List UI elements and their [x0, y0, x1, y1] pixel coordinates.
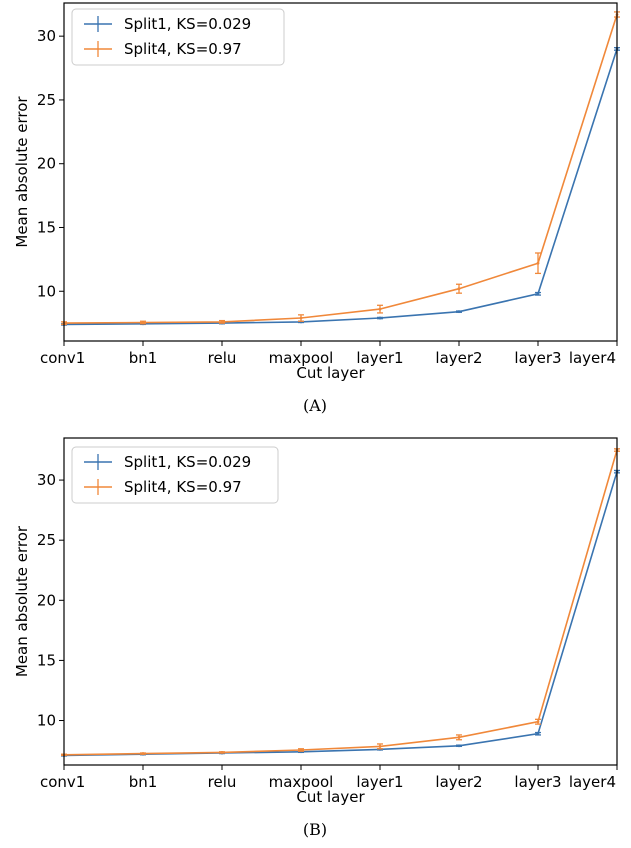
x-tick-label: layer1	[356, 349, 403, 367]
data-point	[220, 320, 224, 324]
x-axis-label: Cut layer	[296, 788, 365, 806]
legend-label: Split1, KS=0.029	[124, 15, 251, 33]
data-point	[457, 735, 461, 739]
x-tick-label: layer2	[435, 773, 482, 791]
y-tick-label: 30	[37, 471, 56, 489]
data-point	[378, 316, 382, 320]
y-tick-label: 15	[37, 218, 56, 236]
series-line-2	[63, 14, 618, 324]
x-tick-label: layer4	[569, 773, 616, 791]
data-point	[457, 310, 461, 314]
chart-panel-b: 10 15 20 25 30 conv1 bn1 relu maxpool layer1 layer…	[13, 437, 620, 839]
y-tick-label: 30	[37, 27, 56, 45]
x-tick-label: layer4	[569, 349, 616, 367]
y-tick-label: 25	[37, 531, 56, 549]
x-tick-label: layer1	[356, 773, 403, 791]
x-tick-label: layer2	[435, 349, 482, 367]
x-tick-label: relu	[208, 349, 237, 367]
x-tick-label: conv1	[40, 349, 85, 367]
y-tick-label: 25	[37, 91, 56, 109]
data-point	[536, 292, 540, 296]
legend: Split1, KS=0.029 Split4, KS=0.97	[71, 446, 279, 504]
x-axis-label: Cut layer	[296, 364, 365, 382]
x-tick-label: maxpool	[269, 773, 334, 791]
legend-box	[71, 446, 279, 504]
data-point	[536, 261, 540, 265]
data-point	[457, 744, 461, 748]
data-point	[378, 744, 382, 748]
data-point	[220, 750, 224, 754]
panel-caption: (B)	[303, 820, 327, 839]
y-tick-label: 20	[37, 591, 56, 609]
legend: Split1, KS=0.029 Split4, KS=0.97	[71, 8, 285, 66]
y-tick-label: 10	[37, 712, 56, 730]
data-point	[299, 316, 303, 320]
y-axis-label: Mean absolute error	[13, 525, 31, 677]
data-point	[141, 321, 145, 324]
data-point	[141, 752, 145, 755]
y-axis-label: Mean absolute error	[13, 96, 31, 248]
x-tick-label: layer3	[514, 349, 561, 367]
series-line-1	[63, 48, 618, 326]
x-tick-label: maxpool	[269, 349, 334, 367]
series-line-1	[63, 471, 618, 757]
x-tick-label: conv1	[40, 773, 85, 791]
chart-panel-a: 10 15 20 25 30 conv1 bn1 relu maxpool layer1 layer…	[13, 2, 620, 415]
data-point	[378, 307, 382, 311]
panel-caption: (A)	[303, 396, 327, 415]
plot-frame	[63, 437, 618, 766]
plot-frame	[63, 2, 618, 342]
legend-label: Split4, KS=0.97	[124, 40, 242, 58]
data-point	[299, 748, 303, 752]
legend-label: Split1, KS=0.029	[124, 453, 251, 471]
data-point	[457, 287, 461, 291]
y-tick-label: 20	[37, 155, 56, 173]
legend-box	[71, 8, 285, 66]
data-point	[536, 720, 540, 724]
data-point	[536, 732, 540, 736]
x-tick-label: bn1	[129, 349, 158, 367]
series-line-2	[63, 449, 618, 756]
x-tick-label: bn1	[129, 773, 158, 791]
legend-label: Split4, KS=0.97	[124, 478, 242, 496]
y-tick-label: 10	[37, 282, 56, 300]
x-tick-label: layer3	[514, 773, 561, 791]
x-tick-label: relu	[208, 773, 237, 791]
y-tick-label: 15	[37, 651, 56, 669]
